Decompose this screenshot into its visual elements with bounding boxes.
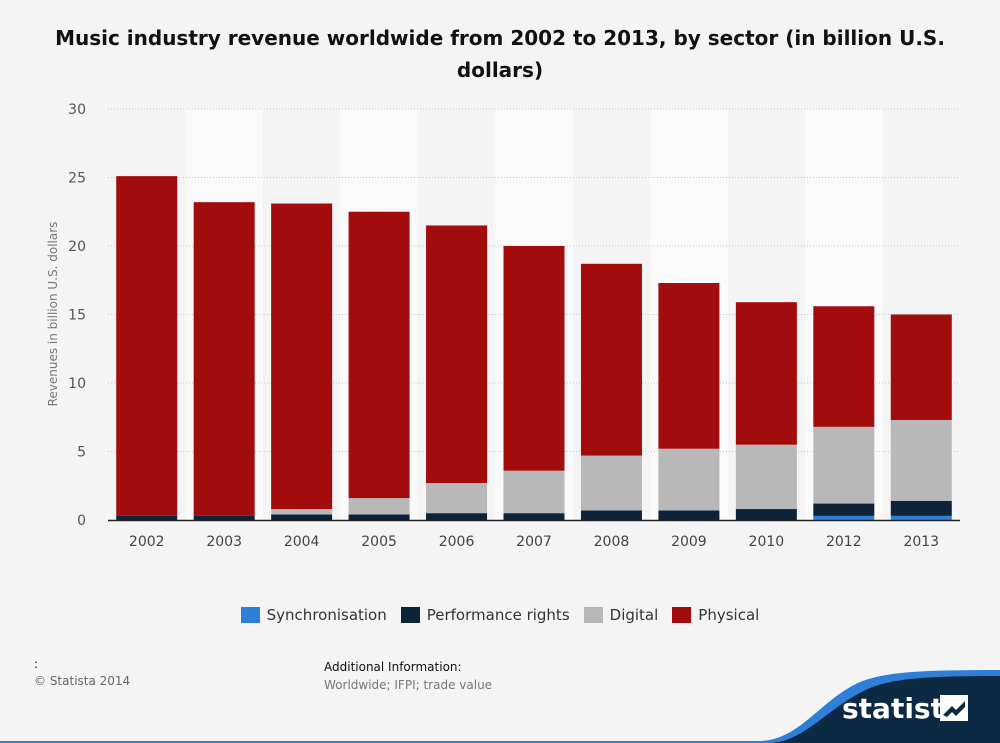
x-tick-label: 2002 bbox=[129, 534, 165, 550]
legend: Synchronisation Performance rights Digital… bbox=[0, 606, 1000, 624]
bar-physical bbox=[193, 202, 255, 516]
copyright-text: © Statista 2014 bbox=[34, 674, 131, 688]
bar-physical bbox=[580, 263, 642, 456]
bar-performance-rights bbox=[890, 500, 952, 516]
bar-digital bbox=[426, 483, 488, 514]
bar-performance-rights bbox=[193, 515, 255, 520]
legend-label: Physical bbox=[698, 606, 760, 624]
legend-item[interactable]: Synchronisation bbox=[240, 606, 387, 624]
bar-digital bbox=[735, 444, 797, 510]
legend-swatch bbox=[400, 607, 420, 623]
bar-physical bbox=[890, 314, 952, 420]
y-tick-label: 5 bbox=[77, 445, 86, 461]
bar-performance-rights bbox=[658, 510, 720, 520]
footer-colon: : bbox=[34, 657, 39, 671]
legend-item[interactable]: Physical bbox=[672, 606, 759, 624]
bar-digital bbox=[580, 455, 642, 511]
bar-physical bbox=[271, 203, 333, 510]
logo-icon-arrow bbox=[943, 701, 965, 717]
legend-swatch bbox=[583, 607, 603, 623]
x-tick-label: 2008 bbox=[594, 534, 630, 550]
additional-information: Additional Information: Worldwide; IFPI;… bbox=[324, 658, 492, 694]
bar-performance-rights bbox=[271, 514, 333, 520]
x-tick-label: 2004 bbox=[284, 534, 320, 550]
legend-item[interactable]: Digital bbox=[583, 606, 659, 624]
additional-info-heading: Additional Information: bbox=[324, 660, 462, 674]
brand-band bbox=[0, 670, 1000, 743]
bar-performance-rights bbox=[348, 514, 410, 520]
bar-synchronisation bbox=[890, 515, 952, 520]
bar-performance-rights bbox=[116, 515, 178, 520]
x-tick-label: 2009 bbox=[671, 534, 707, 550]
additional-info-text: Worldwide; IFPI; trade value bbox=[324, 678, 493, 692]
stacked-bar-chart: 0 5 10 15 20 25 30 2002 2003 2004 2005 2006 2007 2008… bbox=[46, 102, 960, 550]
bar-performance-rights bbox=[580, 510, 642, 520]
brand-band-dark bbox=[0, 676, 1000, 743]
bar-performance-rights bbox=[426, 513, 488, 520]
x-tick-label: 2007 bbox=[516, 534, 552, 550]
bar-performance-rights bbox=[503, 513, 565, 520]
footer-left: : © Statista 2014 bbox=[34, 656, 130, 690]
x-tick-label: 2005 bbox=[361, 534, 397, 550]
y-axis-label: Revenues in billion U.S. dollars bbox=[46, 222, 60, 407]
legend-item[interactable]: Performance rights bbox=[400, 606, 570, 624]
legend-swatch bbox=[240, 607, 260, 623]
x-tick-label: 2003 bbox=[206, 534, 242, 550]
y-tick-label: 10 bbox=[68, 376, 86, 392]
x-tick-label: 2012 bbox=[826, 534, 862, 550]
bar-performance-rights bbox=[735, 509, 797, 520]
y-tick-label: 30 bbox=[68, 102, 86, 118]
bar-physical bbox=[658, 282, 720, 449]
bar-digital bbox=[890, 419, 952, 501]
y-tick-label: 20 bbox=[68, 239, 86, 255]
legend-swatch bbox=[672, 607, 692, 623]
bar-physical bbox=[348, 211, 410, 499]
bar-physical bbox=[116, 176, 178, 516]
bar-digital bbox=[658, 448, 720, 511]
y-tick-label: 25 bbox=[68, 171, 86, 187]
x-tick-label: 2010 bbox=[749, 534, 785, 550]
bar-physical bbox=[735, 302, 797, 445]
bar-physical bbox=[503, 246, 565, 471]
y-tick-label: 0 bbox=[77, 513, 86, 529]
bar-digital bbox=[271, 509, 333, 515]
x-tick-label: 2006 bbox=[439, 534, 475, 550]
x-tick-label: 2013 bbox=[903, 534, 939, 550]
bar-digital bbox=[813, 426, 875, 504]
legend-label: Synchronisation bbox=[266, 606, 387, 624]
y-tick-label: 15 bbox=[68, 308, 86, 324]
bar-synchronisation bbox=[813, 515, 875, 520]
legend-label: Performance rights bbox=[426, 606, 570, 624]
bar-physical bbox=[813, 306, 875, 427]
bar-performance-rights bbox=[813, 503, 875, 516]
bar-digital bbox=[503, 470, 565, 514]
statista-logo-icon[interactable] bbox=[940, 695, 968, 721]
bar-physical bbox=[426, 225, 488, 484]
bar-digital bbox=[348, 498, 410, 515]
legend-label: Digital bbox=[609, 606, 659, 624]
chart-title: Music industry revenue worldwide from 20… bbox=[55, 26, 945, 82]
